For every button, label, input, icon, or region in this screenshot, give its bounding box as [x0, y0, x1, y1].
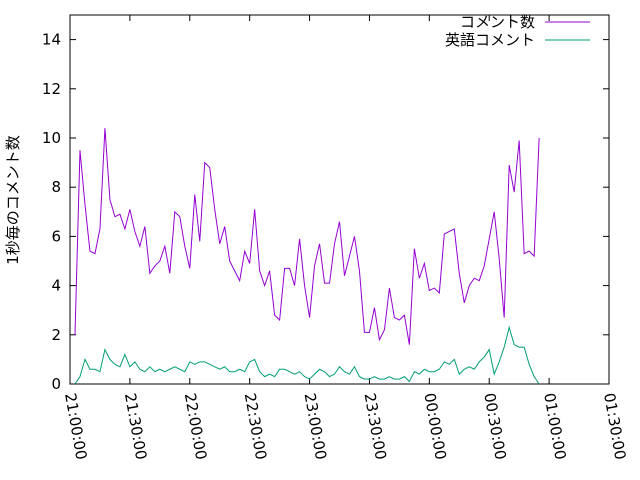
x-tick-label: 01:00:00 — [540, 392, 569, 461]
y-tick-label: 0 — [51, 375, 61, 393]
y-tick-label: 6 — [51, 227, 61, 245]
y-tick-label: 2 — [51, 326, 61, 344]
x-tick-label: 22:00:00 — [181, 392, 210, 461]
x-tick-label: 21:00:00 — [61, 392, 90, 461]
x-tick-label: 23:00:00 — [301, 392, 330, 461]
y-tick-label: 12 — [42, 80, 61, 98]
x-tick-label: 23:30:00 — [361, 392, 390, 461]
y-tick-label: 10 — [42, 129, 61, 147]
y-axis-label: 1秒毎のコメント数 — [4, 135, 22, 265]
series-line — [74, 128, 540, 345]
x-tick-label: 00:30:00 — [480, 392, 509, 461]
y-tick-label: 8 — [51, 178, 61, 196]
series-line — [74, 325, 540, 385]
legend-label: 英語コメント — [445, 31, 535, 49]
x-tick-label: 21:30:00 — [121, 392, 150, 461]
x-tick-label: 22:30:00 — [241, 392, 270, 461]
legend-label: コメント数 — [460, 13, 535, 31]
y-tick-label: 14 — [42, 31, 61, 49]
y-tick-label: 4 — [51, 277, 61, 295]
plot-border — [69, 14, 610, 385]
x-tick-label: 00:00:00 — [420, 392, 449, 461]
x-tick-label: 01:30:00 — [600, 392, 629, 461]
